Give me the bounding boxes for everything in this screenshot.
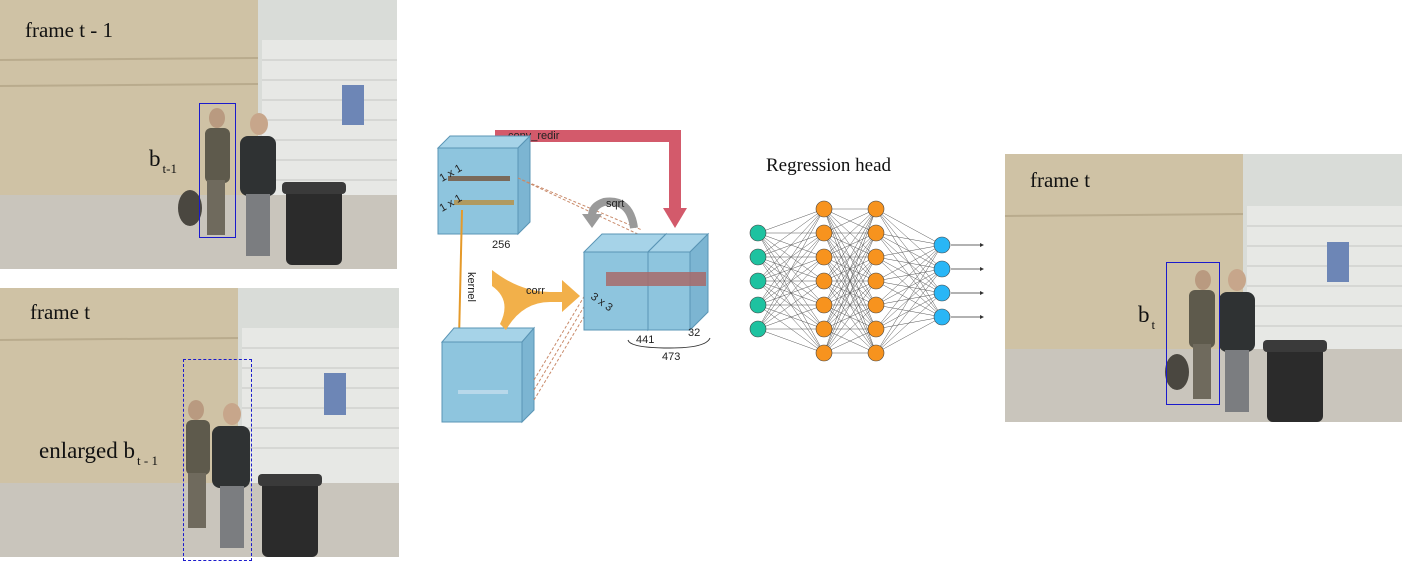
mlp-hidden-node [815, 224, 833, 242]
mlp-hidden-node [867, 248, 885, 266]
box-search-enlarged [183, 359, 252, 561]
mlp-edge [823, 208, 877, 282]
mlp-edge [823, 208, 877, 258]
box-result-label-main: b [1138, 302, 1150, 327]
corr-label: corr [526, 285, 545, 297]
mlp-output-arrowhead [980, 291, 984, 295]
frame-result-image [1005, 154, 1402, 422]
box-prev-label: b t-1 [149, 146, 177, 176]
mlp-hidden-node [815, 272, 833, 290]
cube-output [582, 232, 710, 332]
mlp-edge [875, 244, 943, 282]
box-result [1166, 262, 1220, 405]
mlp-hidden-node [815, 344, 833, 362]
frame-search-image [0, 288, 399, 557]
dim-256-label: 256 [492, 239, 510, 251]
mlp-input-node [749, 224, 767, 242]
street-scene-prev [0, 0, 397, 269]
mlp-input-node [749, 272, 767, 290]
kernel-label: kernel [465, 272, 477, 302]
mlp-input-node [749, 248, 767, 266]
cube-kernel [440, 326, 536, 424]
corr-arrow [492, 270, 580, 330]
mlp-edge [875, 244, 943, 258]
mlp-edge [823, 208, 877, 306]
sqrt-label: sqrt [606, 198, 624, 210]
mlp-edge [875, 244, 943, 354]
mlp-edge [757, 208, 825, 306]
dim-441-label: 441 [636, 334, 654, 346]
mlp-edge [757, 208, 825, 282]
mlp-output-arrowhead [980, 315, 984, 319]
mlp-edge [823, 208, 877, 354]
mlp-edge [757, 208, 825, 234]
frame-prev-title: frame t - 1 [25, 18, 114, 42]
dim-473-label: 473 [662, 351, 680, 363]
conv-redir-arrow [495, 130, 681, 210]
mlp-edge [757, 256, 825, 330]
mlp-edge [823, 280, 877, 354]
mlp-output-arrowhead [980, 243, 984, 247]
mlp-edge [757, 280, 825, 330]
box-search-label-sub: t - 1 [137, 453, 158, 468]
mlp-hidden-node [867, 320, 885, 338]
street-scene-search [0, 288, 399, 557]
box-prev-label-main: b [149, 146, 161, 171]
mlp-edge [823, 256, 877, 354]
mlp-hidden-node [867, 224, 885, 242]
mlp-input-node [749, 320, 767, 338]
dim-473-bracket [627, 337, 711, 349]
mlp-edge [823, 232, 877, 354]
mlp-hidden-node [815, 248, 833, 266]
mlp-output-node [933, 308, 951, 326]
mlp-edge [823, 208, 877, 330]
sqrt-arrowhead [582, 214, 602, 228]
mlp-edge [875, 316, 943, 354]
mlp-hidden-node [867, 344, 885, 362]
mlp-output-node [933, 284, 951, 302]
box-prev [199, 103, 236, 238]
mlp-hidden-node [815, 296, 833, 314]
regression-title: Regression head [766, 155, 892, 176]
cube-conv1x1 [436, 134, 532, 236]
box-result-label-sub: t [1151, 317, 1156, 332]
mlp-hidden-node [867, 272, 885, 290]
box-search-label-main: enlarged b [39, 438, 136, 463]
mlp-hidden-node [867, 296, 885, 314]
mlp-edge [823, 328, 877, 354]
mlp-output-arrowhead [980, 267, 984, 271]
mlp-edge [757, 232, 825, 330]
mlp-edge [823, 304, 877, 354]
frame-search-title: frame t [30, 300, 91, 324]
box-prev-label-sub: t-1 [162, 161, 177, 176]
mlp-edge [875, 268, 943, 354]
frame-result-title: frame t [1030, 168, 1091, 192]
mlp-edge [757, 328, 825, 354]
mlp-edge [757, 208, 825, 258]
frame-prev-image [0, 0, 397, 269]
mlp-edge [875, 244, 943, 330]
mlp-edge [757, 208, 825, 330]
conv-redir-arrowhead [663, 208, 687, 228]
network-diagram: conv_redir 1 x 1 1 x 1 256 kernel corr s… [436, 130, 711, 424]
mlp-hidden-node [815, 200, 833, 218]
dim-32-label: 32 [688, 327, 700, 339]
mlp-input-node [749, 296, 767, 314]
street-scene-result [1005, 154, 1402, 422]
mlp-hidden-node [867, 200, 885, 218]
mlp-edge [875, 232, 943, 246]
mlp-hidden-node [815, 320, 833, 338]
mlp-edge [823, 208, 877, 234]
mlp-edge [875, 208, 943, 246]
mlp-output-node [933, 260, 951, 278]
mlp-edge [757, 304, 825, 330]
mlp-edge [875, 292, 943, 354]
mlp-output-node [933, 236, 951, 254]
mlp-edge [875, 244, 943, 306]
sqrt-arrow [588, 197, 638, 229]
regression-network [749, 200, 984, 362]
